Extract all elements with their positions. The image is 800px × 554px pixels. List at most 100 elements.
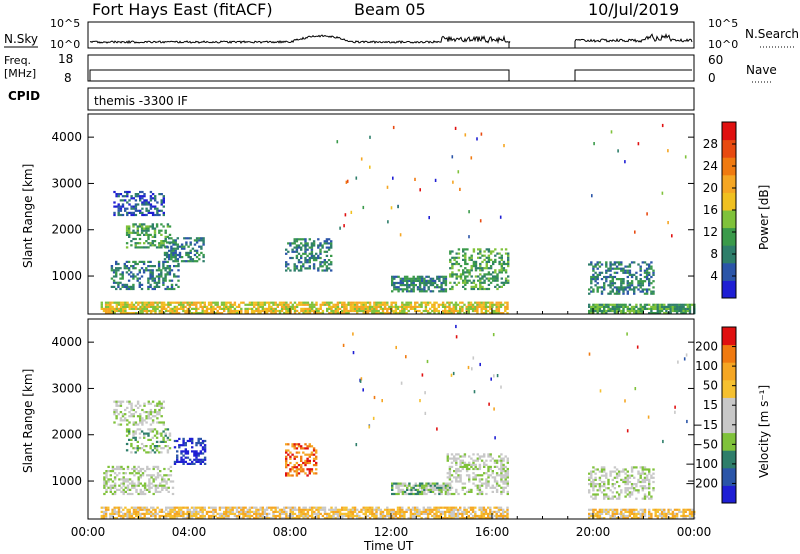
velocity-data-cell <box>368 510 372 513</box>
power-data-cell <box>134 205 138 208</box>
velocity-data-cell <box>416 488 420 491</box>
power-data-cell <box>300 303 303 306</box>
power-data-cell <box>330 240 333 243</box>
velocity-data-cell <box>173 510 176 513</box>
velocity-data-cell <box>409 517 413 520</box>
power-data-cell <box>622 286 625 289</box>
velocity-data-cell <box>594 478 597 481</box>
power-data-cell <box>394 303 398 306</box>
velocity-data-cell <box>135 488 138 491</box>
velocity-data-cell <box>671 514 675 518</box>
velocity-data-cell <box>102 512 106 515</box>
power-data-cell <box>119 301 123 304</box>
velocity-colorbar-swatch <box>722 344 736 363</box>
velocity-data-cell <box>122 492 125 496</box>
velocity-data-cell <box>141 423 144 426</box>
power-data-cell <box>433 312 436 315</box>
power-data-cell <box>618 267 621 270</box>
power-data-cell <box>470 275 473 278</box>
power-data-cell <box>464 275 467 278</box>
power-data-cell <box>166 287 169 291</box>
power-data-cell <box>492 271 495 274</box>
velocity-data-cell <box>600 485 604 488</box>
power-data-cell <box>141 195 144 198</box>
velocity-data-cell <box>345 512 348 515</box>
velocity-data-cell <box>456 510 460 513</box>
power-data-cell <box>195 301 198 304</box>
power-data-cell <box>643 261 647 264</box>
velocity-data-cell <box>180 444 183 447</box>
velocity-data-cell <box>416 484 420 487</box>
velocity-data-cell <box>158 411 161 414</box>
power-data-cell <box>484 303 488 306</box>
power-data-cell <box>477 279 480 282</box>
power-data-cell <box>321 301 325 304</box>
velocity-data-cell <box>223 506 226 509</box>
power-data-cell <box>437 303 440 306</box>
power-data-cell <box>115 262 118 266</box>
power-data-cell <box>180 303 183 306</box>
power-data-cell <box>272 309 275 313</box>
power-data-cell <box>459 275 463 278</box>
power-data-cell <box>477 275 480 278</box>
velocity-data-cell <box>682 512 685 515</box>
velocity-data-cell <box>403 482 407 485</box>
velocity-data-cell <box>308 443 311 446</box>
velocity-data-cell <box>147 428 150 431</box>
velocity-data-cell <box>259 517 262 520</box>
power-data-cell <box>150 309 153 313</box>
power-data-cell <box>493 312 496 315</box>
velocity-data-cell <box>414 484 417 487</box>
power-data-cell <box>198 258 201 261</box>
power-data-cell <box>594 265 597 268</box>
power-data-cell <box>453 258 456 261</box>
power-data-cell <box>675 305 679 308</box>
power-data-cell <box>126 211 129 214</box>
power-data-cell <box>154 305 157 308</box>
power-data-cell <box>457 248 461 251</box>
power-data-cell <box>489 301 492 304</box>
power-data-cell <box>440 286 443 289</box>
velocity-data-cell <box>596 514 599 518</box>
power-data-cell <box>115 205 118 208</box>
power-data-cell <box>502 269 506 272</box>
power-data-cell <box>304 261 307 264</box>
power-data-cell <box>598 303 602 306</box>
velocity-data-cell <box>499 512 503 515</box>
power-data-cell <box>130 213 133 217</box>
power-data-cell <box>667 307 670 310</box>
velocity-data-cell <box>483 455 486 458</box>
power-data-cell <box>645 273 649 276</box>
power-data-cell <box>231 312 234 315</box>
velocity-data-cell <box>414 510 417 513</box>
power-data-cell <box>149 277 152 280</box>
power-data-cell <box>325 267 329 270</box>
velocity-data-cell <box>437 514 440 518</box>
power-data-cell <box>639 284 642 287</box>
velocity-data-cell <box>315 464 318 467</box>
velocity-data-cell <box>278 508 282 511</box>
power-data-cell <box>145 240 148 243</box>
power-data-cell <box>162 195 165 198</box>
power-scatter-cell <box>434 178 437 182</box>
power-data-cell <box>470 287 473 291</box>
power-data-cell <box>319 307 322 310</box>
velocity-data-cell <box>148 490 151 493</box>
power-data-cell <box>375 312 378 315</box>
power-data-cell <box>498 271 501 274</box>
velocity-data-cell <box>124 512 127 515</box>
power-data-cell <box>173 275 176 278</box>
power-data-cell <box>360 305 363 308</box>
power-data-cell <box>494 271 497 274</box>
power-data-cell <box>639 312 642 315</box>
power-data-cell <box>150 301 153 304</box>
velocity-data-cell <box>150 486 153 489</box>
velocity-data-cell <box>641 468 644 471</box>
power-data-cell <box>297 261 301 264</box>
power-data-cell <box>439 303 443 306</box>
velocity-data-cell <box>506 470 509 473</box>
power-data-cell <box>399 288 402 291</box>
power-data-cell <box>198 239 201 242</box>
power-data-cell <box>615 305 619 308</box>
